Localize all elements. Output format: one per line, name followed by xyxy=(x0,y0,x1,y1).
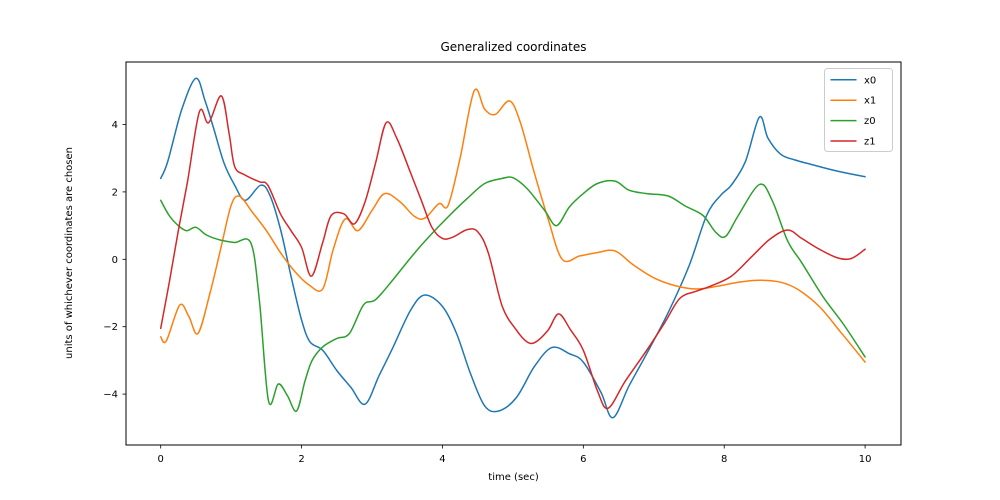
legend-item-x0: x0 xyxy=(830,75,876,86)
y-tick-label: 4 xyxy=(112,120,118,131)
series-line-x0 xyxy=(159,77,866,419)
legend-item-x1: x1 xyxy=(830,96,876,107)
x-tick-label: 10 xyxy=(859,454,872,465)
legend-label-z1: z1 xyxy=(864,137,876,148)
legend-layer: x0 x1 z0 z1 xyxy=(824,68,893,152)
chart-title: Generalized coordinates xyxy=(441,40,587,54)
y-axis-label: units of whichever coordinates are chose… xyxy=(64,147,75,359)
x-tick-label: 8 xyxy=(721,454,727,465)
series-layer xyxy=(159,77,866,419)
axes-layer: 0 2 4 6 8 10 4 2 0 −2 −4 xyxy=(103,61,902,465)
x-tick-label: 6 xyxy=(580,454,586,465)
x-tick-label: 2 xyxy=(298,454,304,465)
legend-item-z0: z0 xyxy=(830,116,876,127)
legend-label-z0: z0 xyxy=(864,116,876,127)
y-tick-label: 2 xyxy=(112,187,118,198)
y-tick-label: 0 xyxy=(112,255,118,266)
series-line-x1 xyxy=(159,88,866,363)
legend-item-z1: z1 xyxy=(830,137,876,148)
x-axis-label: time (sec) xyxy=(488,472,539,483)
series-line-z0 xyxy=(159,176,866,412)
y-tick-label: −2 xyxy=(103,322,118,333)
legend-label-x0: x0 xyxy=(864,75,876,86)
plot-spines xyxy=(125,61,902,446)
legend-label-x1: x1 xyxy=(864,96,876,107)
x-tick-label: 4 xyxy=(439,454,445,465)
legend-box xyxy=(824,68,893,152)
x-tick-label: 0 xyxy=(158,454,164,465)
y-tick-label: −4 xyxy=(103,390,118,401)
series-line-z1 xyxy=(159,95,866,410)
